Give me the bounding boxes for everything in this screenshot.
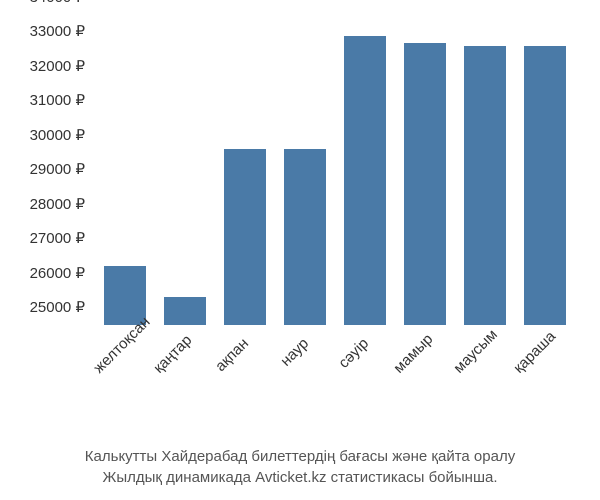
- y-tick-label: 30000 ₽: [30, 126, 85, 144]
- y-tick-label: 26000 ₽: [30, 264, 85, 282]
- x-axis-labels: желтоқсанқаңтарақпаннаурсәуірмамырмаусым…: [95, 330, 575, 440]
- y-tick-label: 32000 ₽: [30, 57, 85, 75]
- bar: [464, 46, 506, 325]
- y-axis: 25000 ₽ 26000 ₽ 27000 ₽ 28000 ₽ 29000 ₽ 30000…: [0, 15, 90, 325]
- bar: [524, 46, 566, 325]
- bars-group: [95, 15, 575, 325]
- bar: [224, 149, 266, 325]
- caption-line-2: Жылдық динамикада Avticket.kz статистика…: [0, 467, 600, 488]
- chart-caption: Калькутты Хайдерабад билеттердің бағасы …: [0, 446, 600, 488]
- y-tick-label: 31000 ₽: [30, 91, 85, 109]
- y-tick-label: 29000 ₽: [30, 160, 85, 178]
- y-tick-label: 25000 ₽: [30, 298, 85, 316]
- bar: [344, 36, 386, 325]
- plot-area: [95, 15, 575, 325]
- price-chart: 25000 ₽ 26000 ₽ 27000 ₽ 28000 ₽ 29000 ₽ 30000…: [0, 10, 600, 500]
- y-tick-label: 28000 ₽: [30, 195, 85, 213]
- bar: [164, 297, 206, 325]
- caption-line-1: Калькутты Хайдерабад билеттердің бағасы …: [0, 446, 600, 467]
- bar: [404, 43, 446, 325]
- y-tick-label: 34000 ₽: [30, 0, 85, 6]
- y-tick-label: 27000 ₽: [30, 229, 85, 247]
- bar: [284, 149, 326, 325]
- y-tick-label: 33000 ₽: [30, 22, 85, 40]
